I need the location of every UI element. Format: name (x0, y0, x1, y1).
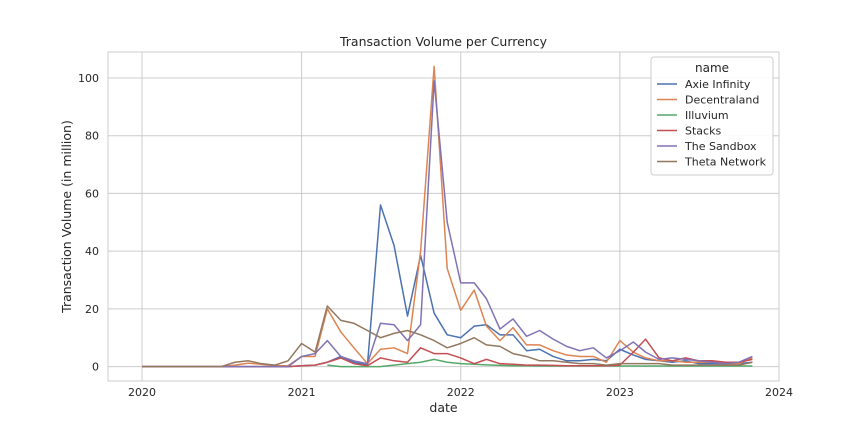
y-tick-label: 100 (78, 72, 99, 85)
legend: name Axie Infinity Decentraland Illuvium St… (650, 56, 774, 176)
series-line (327, 358, 753, 368)
y-tick-label: 20 (85, 303, 99, 316)
series-line (142, 305, 753, 368)
tick-labels: 2020 2021 2022 2023 2024 0 20 40 60 80 100 (78, 72, 793, 399)
x-tick-label: 2022 (447, 386, 475, 399)
series-line (142, 65, 753, 368)
y-tick-label: 0 (92, 361, 99, 374)
y-tick-label: 80 (85, 130, 99, 143)
legend-box (650, 56, 774, 176)
x-tick-label: 2020 (128, 386, 156, 399)
legend-title: name (695, 61, 729, 75)
y-axis-label: Transaction Volume (in million) (59, 120, 74, 314)
series-line (142, 204, 753, 368)
legend-label: Decentraland (685, 94, 759, 107)
legend-label: Illuvium (685, 109, 729, 122)
chart-title: Transaction Volume per Currency (339, 34, 548, 49)
legend-label: Theta Network (684, 156, 767, 169)
legend-label: Stacks (685, 125, 721, 138)
series-line (142, 80, 753, 368)
legend-label: Axie Infinity (685, 78, 751, 91)
x-tick-label: 2024 (765, 386, 793, 399)
y-tick-label: 40 (85, 245, 99, 258)
x-axis-label: date (429, 400, 457, 415)
series-lines (142, 65, 753, 368)
y-tick-label: 60 (85, 187, 99, 200)
legend-label: The Sandbox (684, 140, 757, 153)
x-tick-label: 2021 (288, 386, 316, 399)
x-tick-label: 2023 (606, 386, 634, 399)
plot-frame (107, 51, 780, 382)
